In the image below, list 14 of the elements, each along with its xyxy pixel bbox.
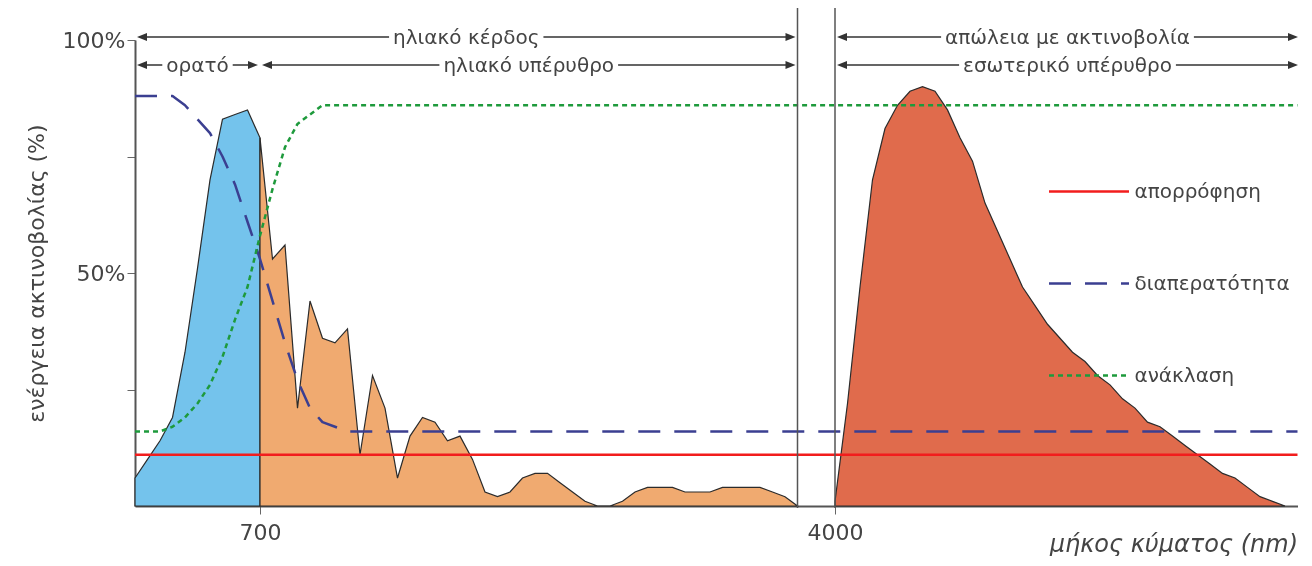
annotation: απώλεια με ακτινοβολία [945,25,1190,49]
y-tick-label: 100% [62,27,126,53]
legend-label: ανάκλαση [1134,362,1235,387]
y-axis-title: ενέργεια ακτινοβολίας (%) [23,124,49,423]
x-axis-title: μήκος κύματος (nm) [1048,529,1298,558]
annotation: ηλιακό υπέρυθρο [443,53,615,77]
annotation: εσωτερικό υπέρυθρο [963,53,1172,77]
annotation: ηλιακό κέρδος [393,25,540,49]
x-tick-label: 700 [239,519,282,545]
x-tick-label: 4000 [807,519,864,545]
legend-label: διαπερατότητα [1134,270,1290,295]
legend-label: απορρόφηση [1134,178,1261,203]
y-tick-label: 50% [76,260,126,286]
annotation: ορατό [166,53,229,77]
